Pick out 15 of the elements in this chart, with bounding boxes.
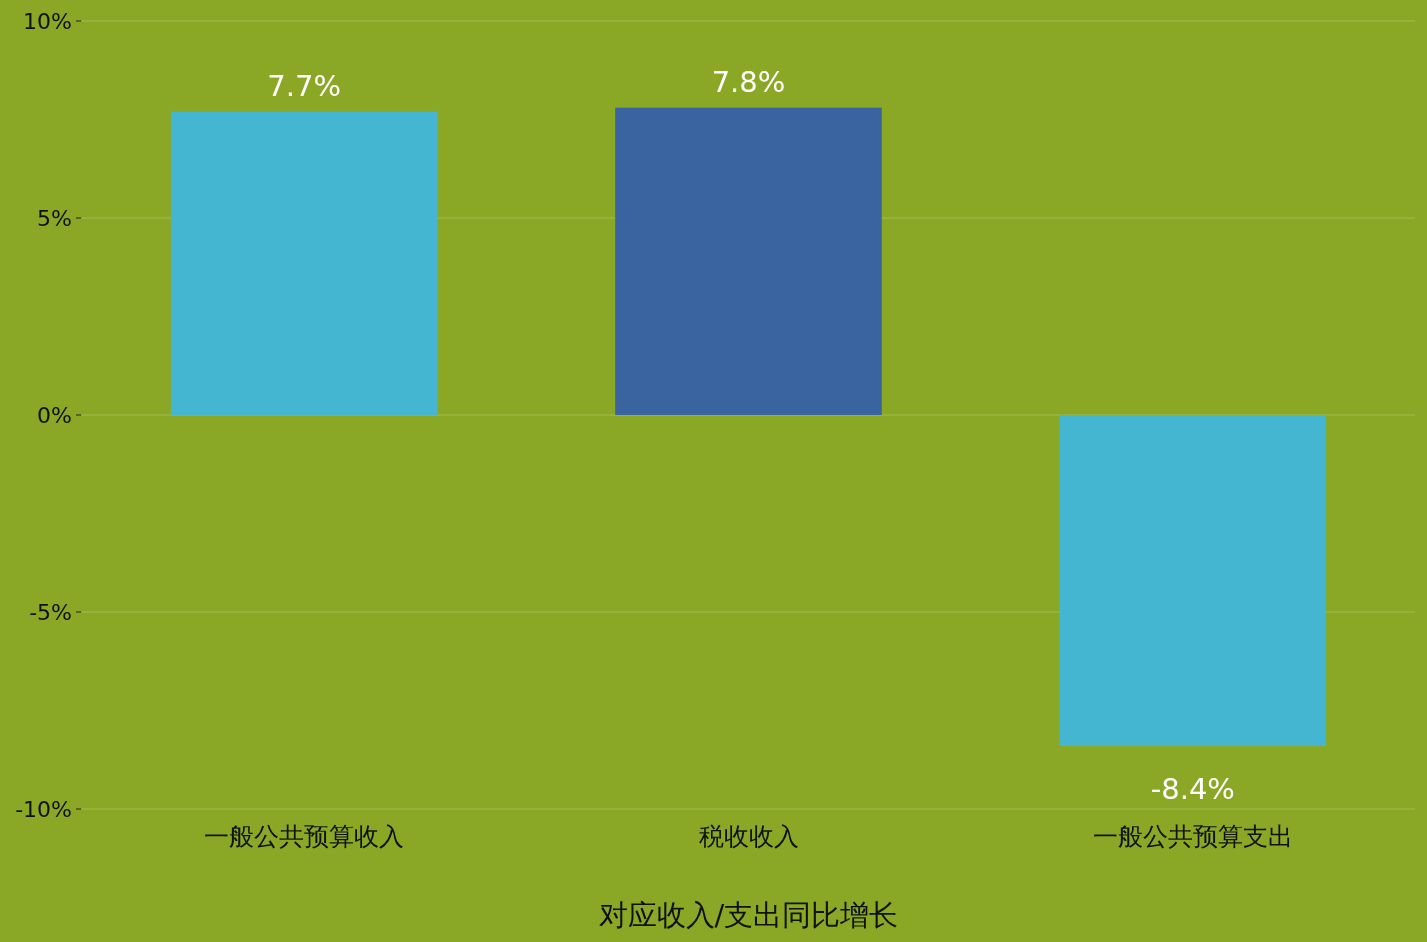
bar <box>615 107 882 415</box>
data-label: 7.7% <box>267 68 342 103</box>
x-tick-label: 一般公共预算收入 <box>204 822 405 851</box>
y-tick-label: -5% <box>29 600 72 625</box>
x-tick-label: 税收收入 <box>698 822 799 851</box>
bar <box>170 111 438 415</box>
y-tick-label: 0% <box>37 403 72 428</box>
bar <box>1059 415 1327 746</box>
y-tick-label: 5% <box>37 206 72 231</box>
data-label: 7.8% <box>711 64 786 99</box>
y-tick-label: 10% <box>23 9 72 34</box>
y-tick-label: -10% <box>15 797 72 822</box>
x-tick-label: 一般公共预算支出 <box>1092 822 1293 851</box>
data-label: -8.4% <box>1150 771 1235 806</box>
x-axis-title: 对应收入/支出同比增长 <box>598 898 899 932</box>
